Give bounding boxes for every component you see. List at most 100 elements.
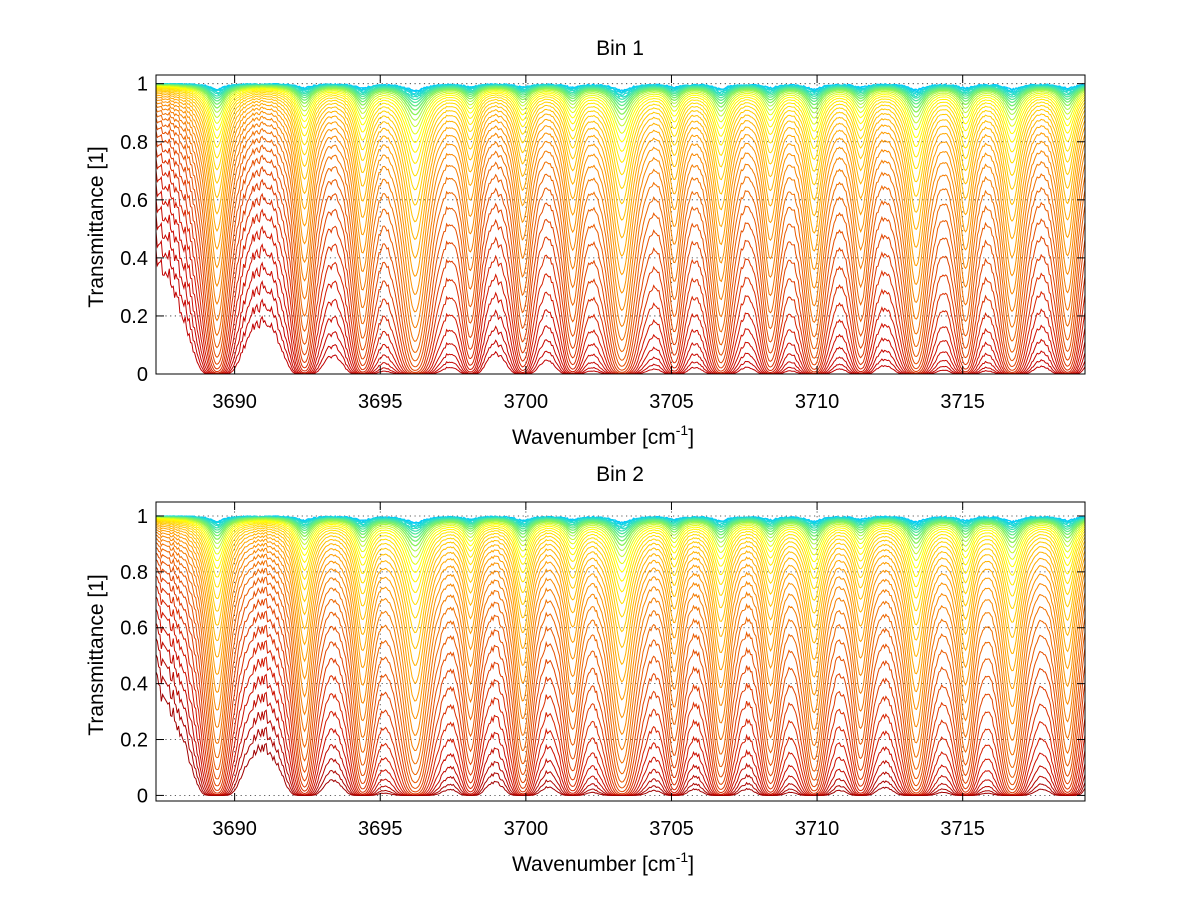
transmittance-curve bbox=[155, 107, 1086, 342]
x-tick-label: 3715 bbox=[940, 391, 985, 413]
x-tick-label: 3710 bbox=[795, 818, 840, 840]
x-tick-label: 3705 bbox=[649, 391, 694, 413]
y-tick-label: 0.2 bbox=[120, 730, 148, 752]
transmittance-curve bbox=[155, 93, 1086, 259]
axes: 3690 3695 3700 3705 3710 3715 0 0.2 0.4 0.6 0.8 1 bbox=[120, 74, 1086, 413]
transmittance-curve bbox=[155, 123, 1086, 368]
transmittance-curve bbox=[155, 138, 1086, 373]
axes-box bbox=[155, 501, 1086, 802]
transmittance-curve bbox=[155, 559, 1086, 793]
transmittance-curve bbox=[155, 85, 1086, 135]
x-axis-label-superscript: -1 bbox=[676, 422, 689, 438]
x-axis-label: Wavenumber [cm-1] bbox=[512, 422, 694, 449]
transmittance-curve bbox=[155, 516, 1086, 538]
transmittance-curve bbox=[156, 515, 1086, 532]
chart-panel-bin-1: Bin 1 3690 3695 3700 3705 3710 3715 0 0.2 0.4 0.6… bbox=[85, 37, 1086, 449]
x-tick-label: 3710 bbox=[795, 391, 840, 413]
transmittance-curve bbox=[155, 534, 1086, 752]
x-axis-label-main: Wavenumber [cm bbox=[512, 853, 676, 876]
transmittance-curve bbox=[155, 516, 1086, 552]
x-axis-label: Wavenumber [cm-1] bbox=[512, 849, 694, 876]
transmittance-curve bbox=[155, 527, 1086, 702]
transmittance-curve bbox=[155, 671, 1086, 796]
y-tick-label: 1 bbox=[137, 74, 148, 96]
transmittance-curve bbox=[155, 88, 1086, 191]
transmittance-curve bbox=[155, 86, 1086, 153]
transmittance-curve bbox=[156, 517, 1086, 558]
y-axis-label: Transmittance [1] bbox=[85, 574, 108, 735]
transmittance-curve bbox=[155, 542, 1086, 776]
axes: 3690 3695 3700 3705 3710 3715 0 0.2 0.4 0.6 0.8 1 bbox=[120, 501, 1086, 840]
transmittance-curve bbox=[155, 517, 1086, 573]
y-tick-label: 1 bbox=[137, 506, 148, 528]
transmittance-curve bbox=[155, 85, 1086, 144]
x-tick-label: 3695 bbox=[358, 391, 403, 413]
x-axis-label-suffix: ] bbox=[688, 426, 694, 449]
transmittance-curve bbox=[155, 104, 1086, 329]
transmittance-curve bbox=[155, 552, 1086, 789]
transmittance-curve bbox=[155, 83, 1086, 104]
x-tick-label: 3705 bbox=[649, 818, 694, 840]
transmittance-curve bbox=[155, 90, 1086, 223]
chart-panel-bin-2: Bin 2 3690 3695 3700 3705 3710 3715 0 0.2 0.4 0.6… bbox=[85, 463, 1086, 876]
transmittance-curve bbox=[155, 517, 1086, 565]
y-tick-label: 0.4 bbox=[120, 248, 148, 270]
transmittance-curve bbox=[155, 83, 1086, 107]
y-tick-label: 0.4 bbox=[120, 674, 148, 696]
transmittance-curve bbox=[155, 87, 1086, 177]
transmittance-curve bbox=[155, 83, 1086, 101]
transmittance-curve bbox=[155, 98, 1086, 296]
transmittance-curve bbox=[155, 538, 1086, 765]
transmittance-curve bbox=[155, 525, 1086, 684]
x-axis-label-suffix: ] bbox=[688, 853, 694, 876]
transmittance-curve bbox=[156, 516, 1086, 547]
transmittance-curve bbox=[155, 521, 1086, 634]
transmittance-curve bbox=[155, 84, 1086, 111]
transmittance-curve bbox=[155, 112, 1086, 354]
transmittance-curve bbox=[156, 516, 1086, 542]
transmittance-curve bbox=[155, 518, 1086, 594]
transmittance-curve bbox=[155, 84, 1086, 116]
transmittance-curve bbox=[155, 89, 1086, 206]
transmittance-curve bbox=[155, 95, 1086, 277]
transmittance-curve bbox=[155, 519, 1086, 606]
y-tick-label: 0 bbox=[137, 785, 148, 807]
transmittance-curve bbox=[156, 516, 1086, 535]
x-tick-label: 3700 bbox=[504, 391, 549, 413]
y-tick-label: 0.2 bbox=[120, 306, 148, 328]
transmittance-curve bbox=[155, 92, 1086, 240]
transmittance-curve bbox=[155, 130, 1086, 371]
x-axis-label-superscript: -1 bbox=[676, 849, 689, 865]
transmittance-curve bbox=[155, 529, 1086, 720]
transmittance-curve bbox=[155, 515, 1086, 530]
y-tick-label: 0.8 bbox=[120, 562, 148, 584]
x-axis-label-main: Wavenumber [cm bbox=[512, 426, 676, 449]
transmittance-curve bbox=[155, 566, 1086, 795]
x-tick-label: 3690 bbox=[212, 818, 257, 840]
axes-box bbox=[155, 74, 1086, 375]
y-tick-label: 0.6 bbox=[120, 190, 148, 212]
transmittance-curve bbox=[155, 531, 1086, 736]
transmittance-curve bbox=[155, 86, 1086, 164]
x-tick-label: 3700 bbox=[504, 818, 549, 840]
transmittance-curves bbox=[155, 515, 1086, 796]
transmittance-curve bbox=[155, 522, 1086, 650]
transmittance-curve bbox=[155, 100, 1086, 313]
transmittance-curve bbox=[155, 523, 1086, 666]
chart-title: Bin 2 bbox=[596, 463, 644, 486]
x-tick-label: 3690 bbox=[212, 391, 257, 413]
y-tick-label: 0 bbox=[137, 364, 148, 386]
transmittance-curve bbox=[155, 518, 1086, 583]
y-tick-label: 0.8 bbox=[120, 132, 148, 154]
transmittance-curve bbox=[155, 83, 1086, 98]
transmittance-curve bbox=[155, 85, 1086, 128]
transmittance-curve bbox=[155, 547, 1086, 784]
transmittance-curve bbox=[155, 117, 1086, 362]
y-tick-label: 0.6 bbox=[120, 618, 148, 640]
y-axis-label: Transmittance [1] bbox=[85, 146, 108, 307]
transmittance-curve bbox=[155, 84, 1086, 121]
x-tick-label: 3715 bbox=[940, 818, 985, 840]
transmittance-curve bbox=[155, 520, 1086, 619]
